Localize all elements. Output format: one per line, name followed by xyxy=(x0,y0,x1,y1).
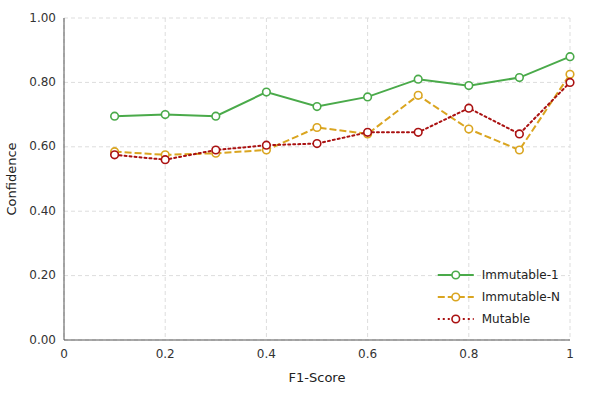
x-tick-label: 0 xyxy=(60,347,68,361)
y-tick-label: 0.00 xyxy=(29,333,56,347)
y-axis-line xyxy=(64,18,65,340)
legend-marker xyxy=(452,293,460,301)
x-tick-label: 0.4 xyxy=(257,347,276,361)
data-point xyxy=(212,146,220,154)
data-point xyxy=(414,91,422,99)
data-point xyxy=(465,104,473,112)
series-line xyxy=(115,74,570,155)
data-point xyxy=(111,112,119,120)
x-tick-label: 0.2 xyxy=(156,347,175,361)
legend-marker xyxy=(452,315,460,323)
x-tick-label: 1 xyxy=(566,347,574,361)
data-point xyxy=(516,130,524,138)
data-point xyxy=(465,82,473,90)
data-point xyxy=(566,71,574,79)
x-axis-label: F1-Score xyxy=(289,370,346,385)
axes: 0.00 0.20 0.40 0.60 0.80 1.00 0 0.2 0.4 0.6 0.8 1 xyxy=(29,11,574,362)
grid-line-y xyxy=(64,211,570,212)
data-point xyxy=(161,111,169,119)
grid xyxy=(64,18,570,340)
grid-line-y xyxy=(64,340,570,341)
y-tick-label: 1.00 xyxy=(29,11,56,25)
x-tick-label: 0.8 xyxy=(459,347,478,361)
legend-marker xyxy=(452,271,460,279)
legend-label: Immutable-1 xyxy=(482,268,559,282)
series-line xyxy=(115,57,570,117)
data-point xyxy=(263,141,271,149)
x-tick-label: 0.6 xyxy=(358,347,377,361)
grid-line-x xyxy=(266,18,267,340)
data-point xyxy=(313,140,321,148)
data-point xyxy=(263,88,271,96)
grid-line-x xyxy=(570,18,571,340)
grid-line-x xyxy=(64,18,65,340)
data-point xyxy=(414,75,422,83)
grid-line-x xyxy=(165,18,166,340)
data-point xyxy=(161,156,169,164)
plot-area xyxy=(111,53,574,164)
data-point xyxy=(364,93,372,101)
y-axis-label: Confidence xyxy=(4,142,19,215)
legend-label: Mutable xyxy=(482,312,530,326)
data-point xyxy=(516,146,524,154)
data-point xyxy=(212,112,220,120)
y-tick-label: 0.40 xyxy=(29,204,56,218)
data-point xyxy=(364,129,372,137)
legend: Immutable-1 Immutable-N Mutable xyxy=(438,268,560,326)
legend-label: Immutable-N xyxy=(482,290,560,304)
x-axis-line xyxy=(64,340,570,341)
data-point xyxy=(111,151,119,159)
data-point xyxy=(566,79,574,87)
grid-line-x xyxy=(367,18,368,340)
y-tick-label: 0.20 xyxy=(29,268,56,282)
y-tick-label: 0.80 xyxy=(29,75,56,89)
data-point xyxy=(414,129,422,137)
data-point xyxy=(516,74,524,82)
data-point xyxy=(313,103,321,111)
data-point xyxy=(313,124,321,132)
grid-line-y xyxy=(64,18,570,19)
data-point xyxy=(465,125,473,133)
data-point xyxy=(566,53,574,61)
series-line xyxy=(115,82,570,159)
chart: 0.00 0.20 0.40 0.60 0.80 1.00 0 0.2 0.4 0.6 0.8 1 F1… xyxy=(0,0,592,394)
grid-line-x xyxy=(468,18,469,340)
y-tick-label: 0.60 xyxy=(29,139,56,153)
